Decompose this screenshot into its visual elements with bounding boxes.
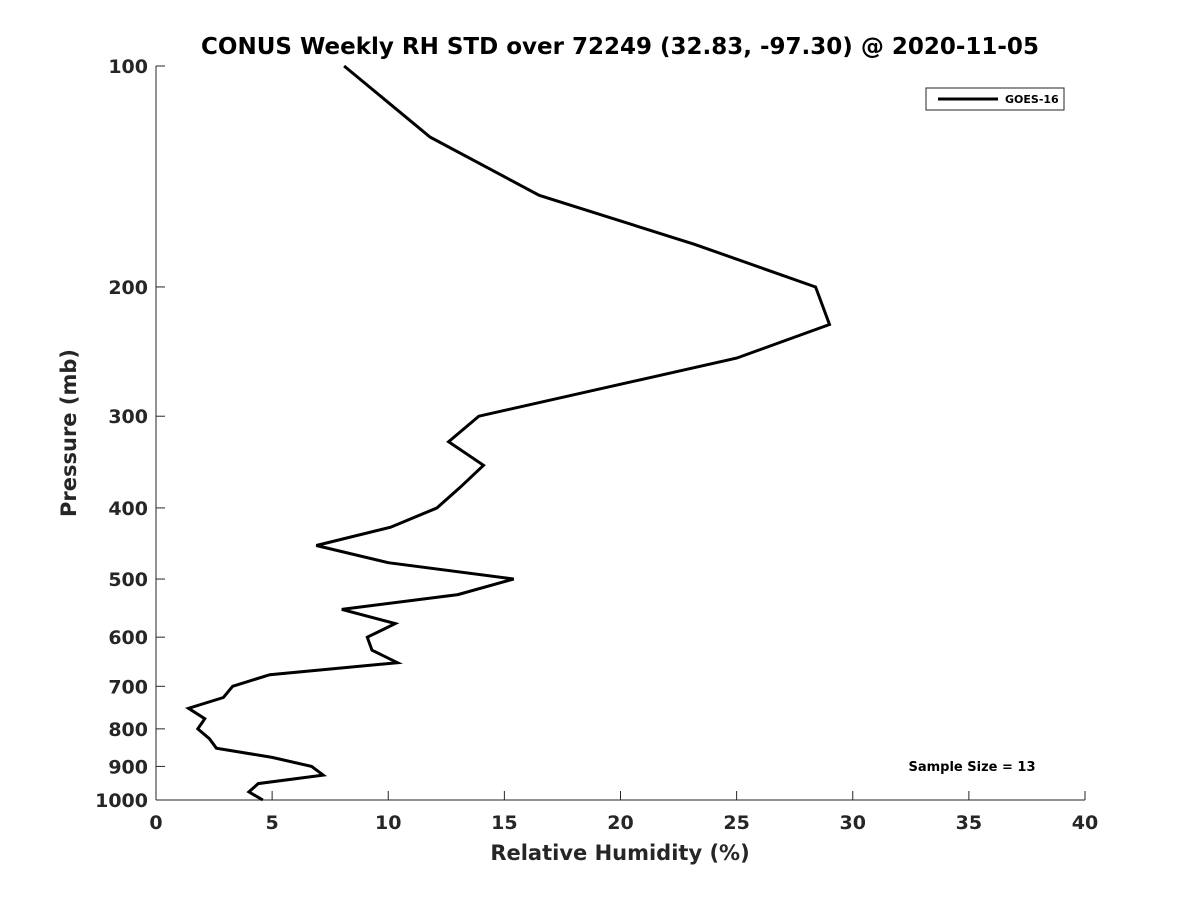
x-tick-label: 15 (491, 812, 517, 834)
y-tick-label: 100 (108, 56, 148, 78)
y-tick-label: 400 (108, 498, 148, 520)
y-tick-label: 200 (108, 277, 148, 299)
chart-title: CONUS Weekly RH STD over 72249 (32.83, -… (201, 34, 1039, 60)
x-tick-label: 20 (607, 812, 633, 834)
x-tick-label: 35 (956, 812, 982, 834)
y-tick-label: 1000 (95, 790, 148, 812)
x-tick-label: 0 (149, 812, 162, 834)
y-tick-label: 600 (108, 627, 148, 649)
series-layer (184, 64, 832, 802)
x-axis-label: Relative Humidity (%) (490, 841, 749, 865)
y-tick-label: 700 (108, 676, 148, 698)
y-axis-label: Pressure (mb) (57, 349, 81, 517)
x-tick-label: 30 (840, 812, 866, 834)
legend: GOES-16 (925, 87, 1065, 111)
y-axis-ticks: 100 200 300 400 500 600 700 800 900 1000 (95, 56, 165, 812)
series-line-goes-16 (184, 64, 832, 802)
plot-axes: 0 5 10 15 20 25 30 35 40 100 200 300 400 500 600 700 80… (95, 56, 1098, 834)
y-tick-label: 300 (108, 406, 148, 428)
x-axis-ticks: 0 5 10 15 20 25 30 35 40 (149, 791, 1098, 834)
legend-label-goes-16: GOES-16 (1005, 93, 1059, 106)
x-tick-label: 40 (1072, 812, 1098, 834)
y-tick-label: 800 (108, 719, 148, 741)
y-tick-label: 500 (108, 569, 148, 591)
x-tick-label: 5 (266, 812, 279, 834)
sample-size-annotation: Sample Size = 13 (908, 760, 1035, 775)
x-tick-label: 10 (375, 812, 401, 834)
y-tick-label: 900 (108, 756, 148, 778)
x-tick-label: 25 (723, 812, 749, 834)
